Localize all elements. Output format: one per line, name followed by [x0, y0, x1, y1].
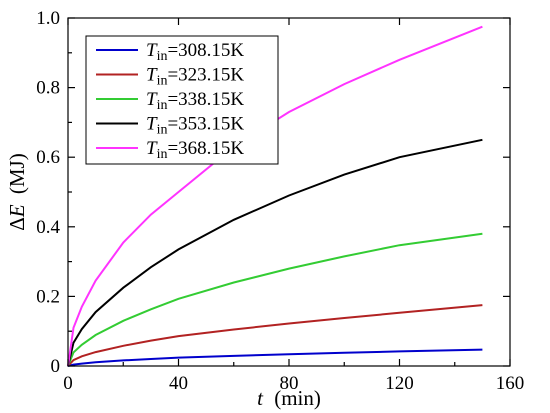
legend-item-4: Tin=353.15K: [96, 114, 244, 138]
y-tick-label: 0.8: [36, 78, 60, 99]
x-tick-label: 160: [496, 373, 525, 394]
legend-value: =368.15K: [167, 138, 244, 159]
series-line-4: [67, 138, 483, 367]
legend-var: T: [146, 138, 158, 159]
legend-item-2: Tin=323.15K: [96, 65, 244, 89]
ticks-layer: 0 40 80 120 160 0 0.2 0.4 0.6 0.8 1.0: [36, 8, 524, 394]
legend-label: Tin=353.15K: [146, 114, 244, 138]
legend: Tin=308.15KTin=323.15KTin=338.15KTin=353…: [85, 35, 279, 165]
x-axis-variable: t: [257, 386, 264, 410]
legend-var: T: [146, 40, 158, 61]
y-tick-label: 0.2: [36, 286, 60, 307]
series-line-3: [67, 232, 483, 367]
legend-label: Tin=368.15K: [146, 138, 244, 162]
legend-var: T: [146, 89, 158, 110]
legend-label: Tin=338.15K: [146, 89, 244, 113]
y-axis-variable: E: [5, 204, 29, 218]
legend-sub: in: [157, 147, 168, 162]
y-tick-label: 1.0: [36, 8, 60, 29]
legend-value: =353.15K: [167, 114, 244, 135]
x-tick-label: 0: [63, 373, 73, 394]
legend-sub: in: [157, 74, 168, 89]
legend-item-3: Tin=338.15K: [96, 89, 244, 113]
legend-item-5: Tin=368.15K: [96, 138, 244, 162]
legend-value: =308.15K: [167, 40, 244, 61]
series-layer: [67, 25, 483, 367]
legend-sub: in: [157, 98, 168, 113]
legend-value: =338.15K: [167, 89, 244, 110]
x-axis-unit: (min): [274, 386, 321, 410]
x-axis-label: t (min): [257, 386, 321, 410]
y-axis-prefix: Δ: [5, 217, 29, 231]
legend-label: Tin=308.15K: [146, 40, 244, 64]
y-axis-unit: (MJ): [5, 153, 29, 194]
legend-value: =323.15K: [167, 65, 244, 86]
legend-var: T: [146, 65, 158, 86]
y-axis-label: ΔE (MJ): [5, 153, 29, 230]
legend-sub: in: [157, 123, 168, 138]
legend-item-1: Tin=308.15K: [96, 40, 244, 64]
legend-sub: in: [157, 49, 168, 64]
y-tick-label: 0.6: [36, 147, 60, 168]
y-tick-label: 0.4: [36, 217, 60, 238]
legend-label: Tin=323.15K: [146, 65, 244, 89]
y-tick-label: 0: [51, 356, 61, 377]
x-tick-label: 80: [280, 373, 299, 394]
legend-var: T: [146, 114, 158, 135]
series-line-1: [67, 348, 483, 367]
series-line-2: [67, 304, 483, 367]
x-tick-label: 120: [385, 373, 414, 394]
x-tick-label: 40: [169, 373, 188, 394]
legend-items: Tin=308.15KTin=323.15KTin=338.15KTin=353…: [96, 40, 244, 162]
series-line-5: [67, 25, 483, 367]
